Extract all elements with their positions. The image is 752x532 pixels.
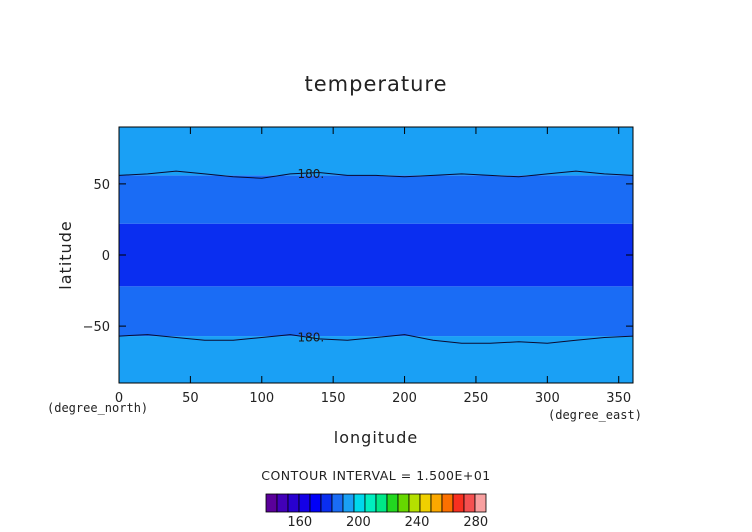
x-tick-label-350: 350 (606, 391, 631, 406)
y-axis-ticks: −50 0 50 (83, 178, 633, 335)
x-tick-label-50: 50 (182, 391, 199, 406)
x-tick-label-200: 200 (392, 391, 417, 406)
x-tick-label-100: 100 (249, 391, 274, 406)
colorbar-swatch-14 (419, 493, 432, 513)
x-tick-label-300: 300 (535, 391, 560, 406)
contour-line-0 (118, 170, 634, 179)
colorbar-ticks: 160 200 240 280 (287, 515, 488, 530)
contour-interval-label: CONTOUR INTERVAL = 1.500E+01 (261, 468, 491, 483)
y-tick-label-1: 0 (102, 249, 110, 264)
y-tick-label-0: −50 (83, 320, 110, 335)
contour-band-2 (119, 223, 633, 287)
colorbar-swatch-8 (353, 493, 366, 513)
x-axis-ticks: 0 50 100 150 200 250 300 350 (115, 127, 631, 406)
x-axis-unit: (degree_east) (548, 408, 642, 422)
x-tick-label-0: 0 (115, 391, 123, 406)
colorbar-swatch-11 (386, 493, 399, 513)
contour-band-1 (119, 286, 633, 337)
colorbar-tick-label-200: 200 (346, 515, 371, 530)
contour-field (119, 127, 633, 383)
y-tick-label-2: 50 (93, 178, 110, 193)
colorbar-swatch-3 (298, 493, 311, 513)
y-axis-label: latitude (56, 220, 75, 289)
colorbar-swatch-10 (375, 493, 388, 513)
colorbar-swatch-18 (463, 493, 476, 513)
colorbar-swatch-17 (452, 493, 465, 513)
colorbar-swatch-15 (430, 493, 443, 513)
colorbar-tick-label-280: 280 (463, 515, 488, 530)
colorbar-swatch-2 (287, 493, 300, 513)
colorbar-swatch-7 (342, 493, 355, 513)
colorbar-tick-label-240: 240 (405, 515, 430, 530)
contour-line-1 (118, 334, 634, 344)
contour-band-3 (119, 175, 633, 224)
colorbar (265, 493, 487, 513)
contour-band-0 (119, 336, 633, 383)
chart-title: temperature (305, 72, 448, 96)
x-tick-label-150: 150 (321, 391, 346, 406)
colorbar-swatch-5 (320, 493, 333, 513)
colorbar-swatch-13 (408, 493, 421, 513)
contour-label-0: 180. (297, 167, 324, 181)
x-tick-label-250: 250 (464, 391, 489, 406)
colorbar-swatch-19 (474, 493, 487, 513)
colorbar-swatch-16 (441, 493, 454, 513)
colorbar-swatch-6 (331, 493, 344, 513)
y-axis-unit: (degree_north) (47, 401, 148, 415)
contour-label-1: 180. (297, 330, 324, 344)
colorbar-swatch-9 (364, 493, 377, 513)
x-axis-label: longitude (334, 428, 418, 447)
contour-band-4 (119, 127, 633, 176)
colorbar-tick-label-160: 160 (287, 515, 312, 530)
contour-lines: 180. 180. (118, 167, 634, 344)
colorbar-swatch-4 (309, 493, 322, 513)
colorbar-swatch-12 (397, 493, 410, 513)
colorbar-swatch-0 (265, 493, 278, 513)
colorbar-swatch-1 (276, 493, 289, 513)
